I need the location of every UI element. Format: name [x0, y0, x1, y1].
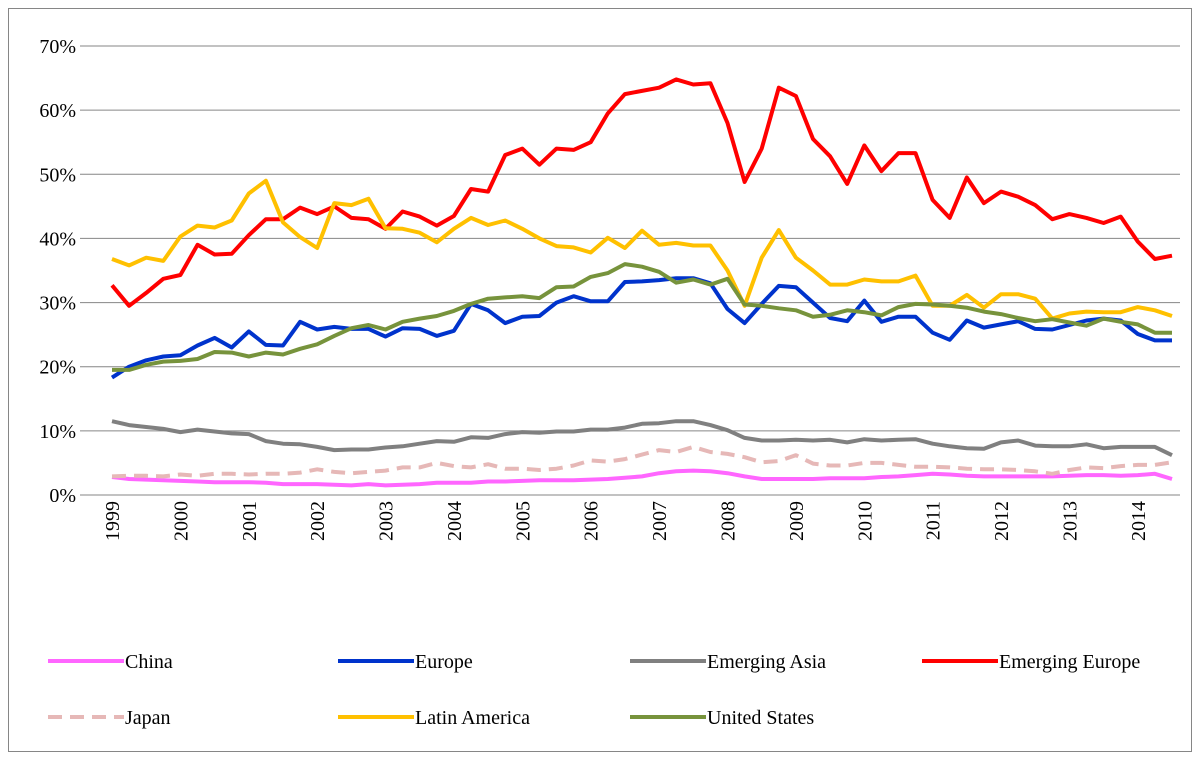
- x-tick-label: 2000: [170, 501, 192, 541]
- y-tick-label: 0%: [49, 485, 76, 507]
- y-tick-label: 50%: [39, 164, 76, 186]
- x-tick-label: 2010: [854, 501, 876, 541]
- y-tick-label: 20%: [39, 357, 76, 379]
- x-tick-label: 2003: [376, 501, 398, 541]
- y-tick-label: 10%: [39, 421, 76, 443]
- legend-item: China: [48, 651, 173, 673]
- x-tick-label: 2006: [581, 501, 603, 541]
- legend-item: Europe: [338, 651, 473, 673]
- x-tick-label: 2013: [1059, 501, 1081, 541]
- x-tick-label: 2009: [786, 501, 808, 541]
- y-tick-label: 70%: [39, 36, 76, 58]
- x-tick-label: 2002: [307, 501, 329, 541]
- legend-item: United States: [630, 707, 814, 729]
- series-line: [112, 262, 1172, 372]
- series-line: [111, 419, 1173, 457]
- legend-label: Latin America: [415, 707, 530, 729]
- legend-item: Latin America: [338, 707, 530, 729]
- legend-label: Japan: [125, 707, 171, 729]
- series-line: [110, 276, 1172, 380]
- legend-item: Emerging Asia: [630, 651, 826, 673]
- y-tick-label: 60%: [39, 100, 76, 122]
- x-tick-label: 2014: [1128, 501, 1150, 541]
- legend-label: China: [125, 651, 173, 673]
- legend-label: Emerging Asia: [707, 651, 826, 673]
- x-tick-label: 2007: [649, 501, 671, 541]
- legend-item: Japan: [48, 707, 171, 729]
- x-tick-label: 2004: [444, 501, 466, 541]
- series-line: [111, 178, 1173, 321]
- series-line: [110, 77, 1173, 308]
- legend-label: United States: [707, 707, 814, 729]
- series-line: [111, 444, 1173, 479]
- legend-label: Emerging Europe: [999, 651, 1140, 673]
- series-line: [111, 468, 1173, 488]
- x-tick-label: 2008: [717, 501, 739, 541]
- x-tick-label: 2011: [923, 501, 945, 540]
- x-tick-label: 2001: [239, 501, 261, 541]
- y-tick-label: 30%: [39, 293, 76, 315]
- x-tick-label: 1999: [102, 501, 124, 541]
- chart-frame: [8, 8, 1192, 752]
- y-tick-label: 40%: [39, 228, 76, 250]
- legend-item: Emerging Europe: [922, 651, 1140, 673]
- x-tick-label: 2005: [512, 501, 534, 541]
- x-tick-label: 2012: [991, 501, 1013, 541]
- legend-label: Europe: [415, 651, 473, 673]
